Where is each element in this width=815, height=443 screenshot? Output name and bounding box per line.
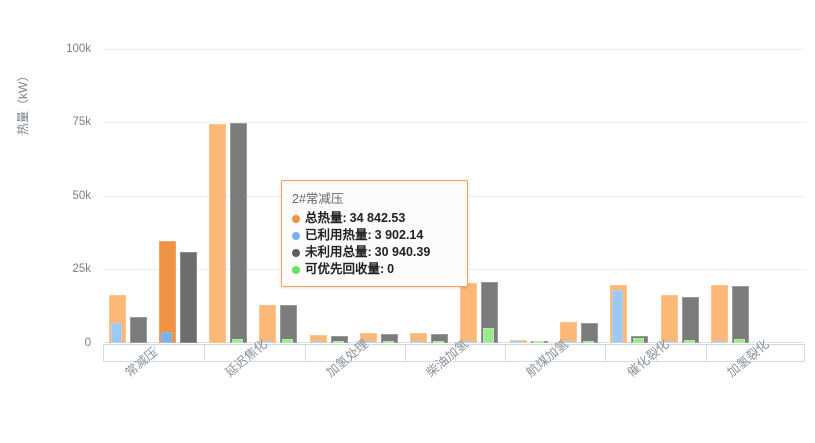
tooltip-label-unused: 未利用总量:: [305, 245, 372, 259]
gridline-100k: [103, 49, 805, 50]
bar-recover[interactable]: [633, 338, 645, 343]
bar-total[interactable]: [159, 240, 177, 343]
bar-group[interactable]: [354, 49, 404, 343]
category-divider: [555, 345, 557, 361]
tooltip-value-unused: 30 940.39: [374, 245, 431, 259]
category-divider: [204, 345, 206, 361]
bar-used[interactable]: [712, 341, 724, 343]
bar-used[interactable]: [161, 331, 173, 343]
bar-total[interactable]: [259, 304, 277, 343]
bar-recover[interactable]: [533, 341, 545, 343]
bar-group[interactable]: [304, 49, 354, 343]
bar-used[interactable]: [462, 341, 474, 343]
bar-recover[interactable]: [432, 340, 444, 343]
bar-total[interactable]: [660, 294, 678, 343]
bar-recover[interactable]: [382, 341, 394, 343]
category-divider: [404, 345, 406, 361]
tooltip-value-used: 3 902.14: [374, 228, 424, 242]
y-tick-100k: 100k: [66, 43, 91, 55]
bar-group[interactable]: [153, 49, 203, 343]
category-divider: [304, 345, 306, 361]
bar-used[interactable]: [612, 289, 624, 343]
bar-unused[interactable]: [180, 252, 198, 343]
chart-tooltip: 2#常减压 总热量: 34 842.53 已利用热量: 3 902.14 未利用…: [281, 180, 468, 287]
category-divider: [154, 345, 156, 361]
tooltip-value-recover: 0: [387, 262, 395, 276]
tooltip-label-total: 总热量:: [305, 211, 347, 225]
bar-group[interactable]: [404, 49, 454, 343]
y-axis-title: 热量（kW）: [16, 69, 30, 135]
y-tick-0: 0: [84, 337, 91, 349]
tooltip-value-total: 34 842.53: [349, 211, 406, 225]
bar-used[interactable]: [662, 341, 674, 343]
bar-used[interactable]: [311, 341, 323, 343]
bar-used[interactable]: [562, 341, 574, 343]
bar-group[interactable]: [253, 49, 303, 343]
tooltip-label-used: 已利用热量:: [305, 228, 372, 242]
bar-total[interactable]: [209, 123, 227, 343]
legend-dot-recover-icon: [292, 265, 300, 274]
y-tick-25k: 25k: [72, 263, 91, 275]
tooltip-row-recover: 可优先回收量: 0: [292, 261, 457, 278]
category-divider: [254, 345, 256, 361]
bar-group[interactable]: [755, 49, 805, 343]
bar-group[interactable]: [604, 49, 654, 343]
bar-recover[interactable]: [733, 338, 745, 343]
bar-used[interactable]: [111, 322, 123, 343]
bar-group[interactable]: [554, 49, 604, 343]
axis-baseline: [103, 342, 805, 343]
bar-total[interactable]: [710, 284, 728, 343]
tooltip-row-total: 总热量: 34 842.53: [292, 210, 457, 227]
category-divider: [705, 345, 707, 361]
tooltip-label-recover: 可优先回收量:: [305, 262, 385, 276]
bar-used[interactable]: [512, 341, 524, 343]
category-divider: [655, 345, 657, 361]
category-divider: [505, 345, 507, 361]
bar-group[interactable]: [103, 49, 153, 343]
category-divider: [354, 345, 356, 361]
bar-unused[interactable]: [681, 297, 699, 343]
category-divider: [455, 345, 456, 361]
bar-group[interactable]: [504, 49, 554, 343]
bar-group[interactable]: [203, 49, 253, 343]
bar-group[interactable]: [705, 49, 755, 343]
category-divider: [605, 345, 607, 361]
bar-unused[interactable]: [280, 304, 298, 343]
bar-unused[interactable]: [130, 316, 148, 343]
plot-area: [103, 49, 805, 343]
category-axis-band: [103, 344, 805, 362]
bar-recover[interactable]: [483, 328, 495, 343]
bar-unused[interactable]: [230, 123, 248, 343]
bar-group[interactable]: [454, 49, 504, 343]
bar-recover[interactable]: [583, 340, 595, 343]
tooltip-title: 2#常减压: [292, 192, 344, 206]
bar-group[interactable]: [655, 49, 705, 343]
legend-dot-unused-icon: [292, 248, 300, 257]
category-divider: [755, 345, 757, 361]
bar-recover[interactable]: [232, 339, 244, 343]
bar-recover[interactable]: [282, 339, 294, 343]
y-tick-50k: 50k: [72, 190, 91, 202]
bar-recover[interactable]: [683, 340, 695, 343]
tooltip-row-unused: 未利用总量: 30 940.39: [292, 244, 457, 261]
bar-used[interactable]: [261, 341, 273, 343]
bar-unused[interactable]: [731, 285, 749, 343]
legend-dot-total-icon: [292, 214, 300, 223]
tooltip-row-used: 已利用热量: 3 902.14: [292, 227, 457, 244]
gridline-75k: [103, 122, 805, 123]
bar-total[interactable]: [460, 283, 478, 343]
bar-used[interactable]: [361, 341, 373, 343]
bar-used[interactable]: [411, 341, 423, 343]
bar-recover[interactable]: [332, 341, 344, 343]
legend-dot-used-icon: [292, 231, 300, 240]
y-tick-75k: 75k: [72, 116, 91, 128]
